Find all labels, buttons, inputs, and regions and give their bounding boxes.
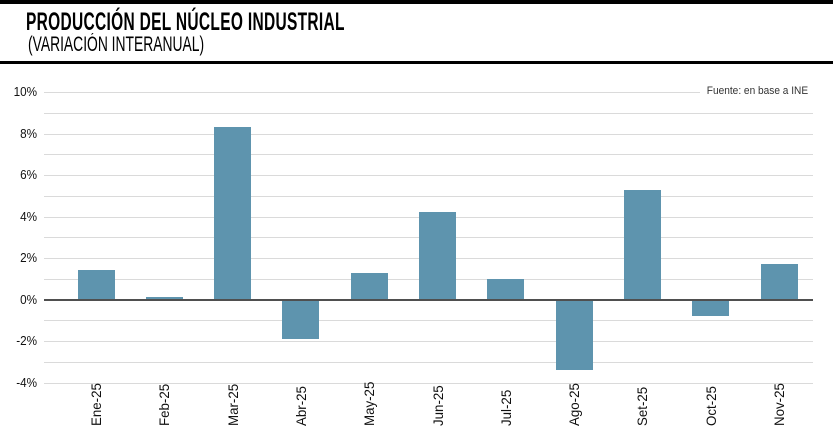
- bar-Ago-25: [555, 299, 593, 371]
- gridline: [44, 112, 813, 114]
- gridline: [44, 382, 813, 384]
- y-tick-label: 2%: [20, 250, 37, 265]
- bar-Jun-25: [419, 212, 456, 300]
- bar-Nov-25: [760, 264, 798, 300]
- x-tick-label: Ago-25: [566, 383, 583, 426]
- zero-axis-line: [44, 298, 813, 301]
- gridline: [44, 341, 813, 342]
- x-tick-label: Jun-25: [429, 385, 446, 426]
- gridline: [44, 175, 813, 176]
- gridline: [44, 154, 813, 156]
- x-tick-label: Mar-25: [224, 383, 241, 426]
- top-rule: [0, 0, 833, 4]
- y-tick-label: 8%: [20, 125, 37, 141]
- bar-Feb-25: [145, 297, 183, 300]
- source-note: Fuente: en base a INE: [706, 85, 808, 97]
- bar-May-25: [350, 272, 388, 300]
- x-tick-label: Jul-25: [497, 389, 514, 426]
- x-tick-label: Nov-25: [771, 383, 787, 426]
- bar-Jul-25: [487, 278, 525, 300]
- gridline: [44, 133, 813, 135]
- x-tick-label: Abr-25: [292, 386, 309, 426]
- bar-Oct-25: [692, 299, 730, 317]
- gridline: [44, 195, 813, 197]
- y-tick-label: 10%: [13, 84, 37, 99]
- bar-Set-25: [623, 189, 661, 300]
- x-tick-label: Ene-25: [88, 383, 104, 426]
- x-tick-label: Set-25: [634, 386, 651, 426]
- bar-Mar-25: [214, 127, 252, 300]
- x-tick-label: Oct-25: [702, 386, 719, 426]
- y-tick-label: 6%: [20, 167, 37, 182]
- gridline: [44, 320, 813, 322]
- gridline: [44, 361, 813, 363]
- chart-title: PRODUCCIÓN DEL NÚCLEO INDUSTRIAL: [26, 8, 345, 36]
- bar-Ene-25: [77, 270, 115, 300]
- y-tick-label: 4%: [20, 208, 37, 224]
- gridline: [44, 92, 700, 93]
- chart-subtitle: (VARIACIÓN INTERANUAL): [28, 33, 205, 56]
- y-tick-label: -4%: [16, 374, 37, 390]
- x-tick-label: May-25: [361, 381, 378, 426]
- y-tick-label: -2%: [16, 333, 37, 348]
- x-tick-label: Feb-25: [156, 383, 173, 426]
- y-tick-label: 0%: [20, 291, 37, 307]
- header-rule: [0, 61, 833, 64]
- bar-Abr-25: [282, 299, 320, 339]
